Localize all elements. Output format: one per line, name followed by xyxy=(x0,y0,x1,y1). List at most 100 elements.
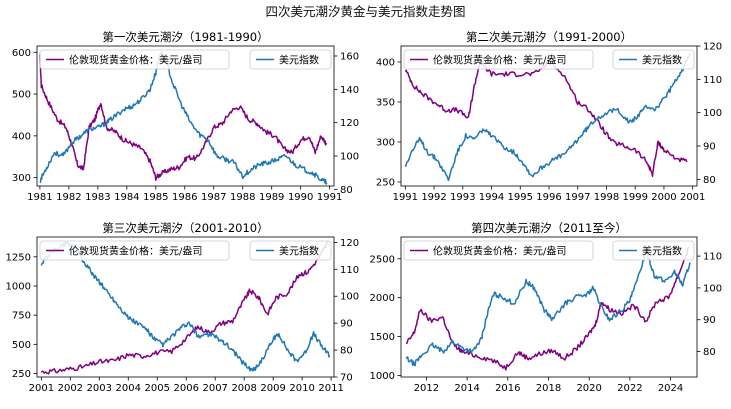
y-right-tick-label: 100 xyxy=(703,108,722,119)
y-left-tick-label: 300 xyxy=(376,138,395,149)
y-left-tick-label: 2000 xyxy=(370,293,395,304)
y-right-tick-label: 80 xyxy=(703,175,716,186)
x-tick-label: 1981 xyxy=(27,192,52,203)
y-left-tick-label: 500 xyxy=(12,340,31,351)
gold-price-line xyxy=(40,240,329,375)
x-tick-label: 2018 xyxy=(536,383,561,394)
x-tick-label: 2003 xyxy=(87,383,112,394)
panel-title: 第二次美元潮汐（1991-2000） xyxy=(466,30,632,44)
x-tick-label: 2004 xyxy=(116,383,141,394)
x-tick-label: 1991 xyxy=(393,192,418,203)
gold-price-line xyxy=(404,60,688,178)
y-left-tick-label: 1250 xyxy=(6,252,31,263)
plot-frame xyxy=(36,45,335,187)
x-tick-label: 1984 xyxy=(114,192,139,203)
x-tick-label: 2012 xyxy=(414,383,439,394)
legend-box xyxy=(249,240,332,261)
x-tick-label: 2001 xyxy=(680,192,705,203)
x-tick-label: 2000 xyxy=(651,192,676,203)
panel-title: 第一次美元潮汐（1981-1990） xyxy=(102,30,268,44)
x-tick-label: 1998 xyxy=(594,192,619,203)
x-tick-label: 1994 xyxy=(479,192,504,203)
y-left-tick-label: 2500 xyxy=(370,254,395,265)
x-tick-label: 1999 xyxy=(622,192,647,203)
legend-label-gold: 伦敦现货黄金价格：美元/盎司 xyxy=(69,245,202,258)
chart-panel-4: 第四次美元潮汐（2011至今） 2012 2014 2016 2018 2020 2022 2… xyxy=(370,221,723,394)
legend-label-gold: 伦敦现货黄金价格：美元/盎司 xyxy=(433,245,566,258)
x-tick-label: 1992 xyxy=(421,192,446,203)
x-tick-label: 2020 xyxy=(576,383,601,394)
legend-gold: 伦敦现货黄金价格：美元/盎司 xyxy=(39,240,230,261)
x-tick-label: 1995 xyxy=(508,192,533,203)
x-tick-label: 2001 xyxy=(29,383,54,394)
x-tick-label: 2007 xyxy=(202,383,227,394)
y-right-tick-label: 80 xyxy=(340,346,353,357)
figure-title: 四次美元潮汐黄金与美元指数走势图 xyxy=(265,4,466,19)
dollar-index-line xyxy=(404,52,691,182)
y-left-tick-label: 300 xyxy=(12,173,31,184)
plot-frame xyxy=(400,236,698,378)
y-right-tick-label: 90 xyxy=(703,142,716,153)
y-left-tick-label: 400 xyxy=(12,131,31,142)
legend-label-dxy: 美元指数 xyxy=(279,54,319,67)
legend-box xyxy=(612,49,695,70)
y-right-tick-label: 100 xyxy=(340,152,359,163)
x-tick-label: 1983 xyxy=(85,192,110,203)
y-left-tick-label: 250 xyxy=(376,178,395,189)
x-tick-label: 2016 xyxy=(495,383,520,394)
legend-dxy: 美元指数 xyxy=(249,240,332,261)
legend-box xyxy=(39,49,230,70)
y-left-tick-label: 250 xyxy=(12,369,31,380)
x-tick-label: 1987 xyxy=(201,192,226,203)
y-left-tick-label: 500 xyxy=(12,90,31,101)
legend-dxy: 美元指数 xyxy=(249,49,332,70)
x-tick-label: 1985 xyxy=(143,192,168,203)
y-left-tick-label: 750 xyxy=(12,311,31,322)
y-left-tick-label: 350 xyxy=(376,98,395,109)
y-left-tick-label: 1500 xyxy=(370,332,395,343)
y-right-tick-label: 80 xyxy=(340,185,353,196)
plot-frame xyxy=(36,236,335,378)
legend-dxy: 美元指数 xyxy=(612,240,695,261)
legend-gold: 伦敦现货黄金价格：美元/盎司 xyxy=(403,49,594,70)
y-left-tick-label: 600 xyxy=(12,48,31,59)
chart-panel-2: 第二次美元潮汐（1991-2000） 1991 1992 1993 1994 1995 19… xyxy=(376,30,722,203)
legend-label-gold: 伦敦现货黄金价格：美元/盎司 xyxy=(433,54,566,67)
x-tick-label: 1997 xyxy=(565,192,590,203)
x-tick-label: 2009 xyxy=(260,383,285,394)
legend-box xyxy=(403,240,594,261)
y-right-tick-label: 90 xyxy=(703,315,716,326)
y-right-tick-label: 120 xyxy=(340,238,359,249)
x-tick-label: 2005 xyxy=(145,383,170,394)
x-tick-label: 1982 xyxy=(56,192,81,203)
y-left-tick-label: 1000 xyxy=(370,371,395,382)
legend-gold: 伦敦现货黄金价格：美元/盎司 xyxy=(403,240,594,261)
y-right-tick-label: 160 xyxy=(340,52,359,63)
legend-dxy: 美元指数 xyxy=(612,49,695,70)
x-tick-label: 2010 xyxy=(289,383,314,394)
x-tick-label: 1993 xyxy=(450,192,475,203)
x-tick-label: 1989 xyxy=(259,192,284,203)
x-tick-label: 2014 xyxy=(454,383,479,394)
chart-panel-3: 第三次美元潮汐（2001-2010）2001 2002 2003 2004 2005 20… xyxy=(6,221,360,394)
panel-title: 第四次美元潮汐（2011至今） xyxy=(471,221,627,235)
dollar-index-line xyxy=(40,241,331,372)
x-tick-label: 1991 xyxy=(317,192,342,203)
legend-box xyxy=(403,49,594,70)
x-tick-label: 2002 xyxy=(58,383,83,394)
x-tick-label: 1988 xyxy=(230,192,255,203)
y-left-tick-label: 1000 xyxy=(6,282,31,293)
y-right-tick-label: 100 xyxy=(703,283,722,294)
y-right-tick-label: 90 xyxy=(340,319,353,330)
y-right-tick-label: 110 xyxy=(703,252,722,263)
x-tick-label: 2006 xyxy=(173,383,198,394)
x-tick-label: 1990 xyxy=(288,192,313,203)
dollar-index-line xyxy=(405,247,691,367)
y-right-tick-label: 100 xyxy=(340,292,359,303)
y-right-tick-label: 80 xyxy=(703,347,716,358)
y-left-tick-label: 400 xyxy=(376,58,395,69)
y-right-tick-label: 110 xyxy=(703,75,722,86)
gold-price-line xyxy=(39,54,328,181)
legend-label-gold: 伦敦现货黄金价格：美元/盎司 xyxy=(69,54,202,67)
y-right-tick-label: 120 xyxy=(703,42,722,53)
